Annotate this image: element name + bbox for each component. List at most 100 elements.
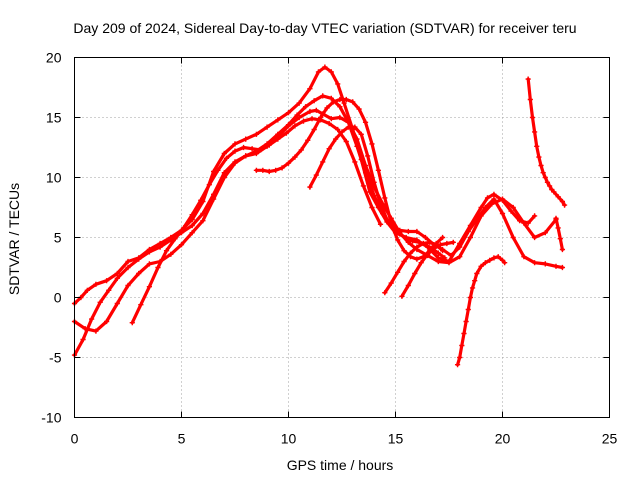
data-point	[542, 174, 548, 181]
data-point	[561, 202, 568, 208]
data-point	[420, 240, 426, 247]
data-point	[232, 159, 238, 165]
series-line	[456, 255, 507, 367]
data-point	[422, 234, 429, 241]
data-point	[395, 269, 401, 275]
data-point	[382, 195, 388, 201]
data-point	[542, 261, 548, 267]
data-point	[285, 123, 292, 129]
data-point	[253, 150, 259, 157]
data-point	[489, 201, 495, 207]
data-point	[300, 118, 307, 124]
y-tick-label: 0	[54, 290, 62, 306]
data-point	[307, 108, 313, 115]
data-point	[146, 261, 152, 267]
data-point	[337, 96, 343, 103]
series-trace-5	[253, 96, 446, 262]
data-point	[328, 116, 334, 122]
data-point	[146, 284, 152, 290]
data-point	[397, 231, 403, 237]
y-tick-label: -10	[41, 410, 61, 426]
data-point	[332, 136, 339, 142]
data-point	[253, 131, 259, 137]
data-point	[343, 96, 349, 103]
series-trace-3	[71, 107, 559, 358]
data-point	[478, 213, 484, 219]
data-point	[369, 141, 375, 147]
data-point	[253, 167, 259, 173]
data-point	[155, 264, 161, 271]
data-point	[555, 194, 561, 200]
data-point	[465, 306, 471, 313]
data-point	[298, 147, 304, 153]
data-point	[285, 160, 292, 166]
tick-labels: 0 5 10 15 20 25 -10 -5 0 5 10 15 20	[41, 50, 617, 447]
data-point	[339, 129, 345, 135]
data-point	[491, 255, 497, 261]
data-point	[258, 147, 264, 153]
data-point	[318, 114, 324, 121]
data-point	[335, 81, 341, 87]
data-point	[324, 105, 330, 111]
data-point	[559, 264, 566, 271]
data-point	[146, 249, 152, 255]
data-point	[457, 254, 463, 260]
x-tick-label: 0	[71, 431, 79, 447]
data-point	[410, 238, 416, 244]
x-axis-label: GPS time / hours	[287, 457, 394, 473]
y-tick-label: 5	[54, 230, 62, 246]
data-point	[534, 143, 540, 149]
data-point	[442, 255, 448, 261]
data-point	[427, 239, 433, 245]
data-point	[352, 124, 358, 130]
data-point	[401, 258, 407, 265]
data-point	[405, 228, 411, 235]
data-point	[435, 250, 441, 256]
data-point	[283, 130, 289, 136]
x-tick-label: 5	[178, 431, 186, 447]
data-point	[106, 287, 112, 293]
series-line	[526, 77, 567, 207]
data-point	[211, 191, 217, 197]
data-point	[469, 285, 476, 291]
data-point	[544, 179, 551, 185]
data-point	[542, 230, 548, 236]
data-point	[546, 183, 553, 189]
data-point	[491, 196, 497, 202]
data-point	[292, 154, 298, 160]
data-point	[189, 230, 195, 236]
data-point	[437, 242, 444, 248]
data-point	[200, 210, 206, 217]
data-point	[136, 270, 142, 277]
data-point	[260, 167, 266, 173]
data-point	[467, 234, 473, 241]
data-point	[221, 150, 227, 157]
data-point	[510, 204, 516, 211]
data-point	[305, 137, 311, 143]
data-point	[337, 114, 343, 121]
data-point	[125, 258, 131, 265]
data-point	[362, 162, 369, 169]
data-point	[163, 248, 170, 254]
data-point	[189, 222, 195, 229]
data-point	[223, 155, 230, 161]
data-point	[557, 236, 563, 242]
data-point	[472, 278, 478, 284]
data-point	[527, 96, 533, 103]
data-point	[371, 192, 377, 199]
data-point	[104, 318, 110, 325]
series-trace-9	[454, 254, 508, 368]
data-point	[403, 236, 409, 242]
data-point	[232, 148, 238, 154]
data-point	[502, 260, 508, 266]
data-point	[243, 136, 249, 142]
series-trace-10	[525, 76, 568, 208]
x-tick-label: 10	[281, 431, 297, 447]
y-axis-label: SDTVAR / TECUs	[6, 183, 22, 295]
data-point	[200, 218, 206, 224]
y-tick-label: 20	[46, 50, 62, 66]
data-point	[532, 234, 538, 241]
data-point	[461, 330, 467, 337]
data-point	[536, 154, 542, 160]
